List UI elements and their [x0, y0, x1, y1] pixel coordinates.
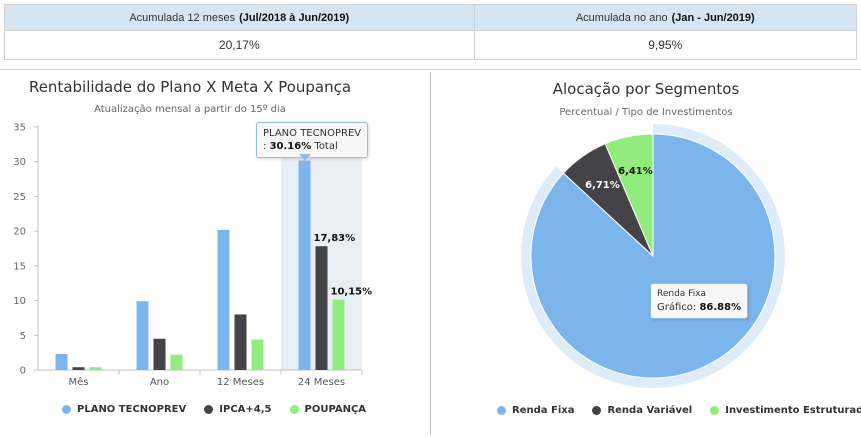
y-tick-label: 10	[13, 296, 26, 307]
bar-chart-subtitle: Atualização mensal a partir do 15º dia	[94, 104, 286, 115]
y-tick-label: 20	[13, 227, 26, 238]
bar	[153, 338, 166, 370]
legend-item-investimento-estruturado[interactable]: Investimento Estruturado	[710, 405, 861, 416]
bar-tooltip-value-line: : 30.16% Total	[263, 141, 338, 152]
summary-values-row: 20,17% 9,95%	[4, 30, 858, 60]
legend-item-renda-fixa[interactable]: Renda Fixa	[497, 405, 574, 416]
legend-dot-ipca	[204, 405, 214, 414]
bar	[89, 367, 102, 370]
legend-label-investimento-estruturado: Investimento Estruturado	[725, 405, 861, 416]
summary-col2-value: 9,95%	[473, 30, 858, 60]
legend-label-renda-fixa: Renda Fixa	[512, 405, 575, 416]
summary-col1-period: (Jul/2018 à Jun/2019)	[239, 11, 350, 24]
legend-label-poupanca: POUPANÇA	[304, 404, 367, 415]
bar-tooltip-value: 30.16%	[269, 141, 312, 152]
summary-col1-label: Acumulada 12 meses	[129, 11, 236, 24]
x-tick-label: 12 Meses	[217, 377, 264, 388]
data-label: 17,83%	[314, 233, 356, 244]
legend-dot-plano	[62, 405, 71, 414]
bar	[55, 354, 68, 370]
summary-col2-period: (Jan - Jun/2019)	[671, 11, 755, 24]
legend-item-renda-variavel[interactable]: Renda Variável	[592, 405, 692, 416]
legend-dot-renda-variavel	[592, 406, 602, 415]
bar	[298, 160, 311, 370]
slice-label: 6,71%	[585, 180, 620, 191]
bar	[234, 314, 247, 370]
panel-divider	[430, 72, 431, 434]
summary-col1-value: 20,17%	[4, 30, 475, 60]
pie-tooltip-value-line: Gráfico: 86.88%	[657, 301, 741, 314]
data-label: 10,15%	[331, 287, 373, 298]
summary-header-row: Acumulada 12 meses (Jul/2018 à Jun/2019) …	[4, 4, 858, 31]
pie-chart-subtitle: Percentual / Tipo de Investimentos	[559, 107, 733, 118]
slice-label: 6,41%	[618, 166, 653, 177]
bar-chart-legend: PLANO TECNOPREV IPCA+4,5 POUPANÇA	[62, 404, 384, 415]
legend-item-ipca[interactable]: IPCA+4,5	[204, 404, 272, 415]
x-tick-label: Ano	[150, 377, 169, 388]
pie-tooltip-label: Gráfico:	[657, 302, 697, 313]
legend-dot-renda-fixa	[497, 406, 506, 415]
y-tick-label: 0	[20, 366, 26, 377]
summary-col-12-meses-header: Acumulada 12 meses (Jul/2018 à Jun/2019)	[4, 4, 475, 31]
y-tick-label: 25	[13, 192, 26, 203]
bar	[136, 301, 149, 370]
pie-chart-legend: Renda Fixa Renda Variável Investimento E…	[497, 405, 861, 416]
bar	[315, 246, 328, 370]
legend-dot-investimento-estruturado	[710, 406, 720, 415]
legend-dot-poupanca	[289, 405, 299, 414]
y-tick-label: 15	[13, 261, 26, 272]
pie-tooltip-title: Renda Fixa	[657, 289, 707, 299]
bar	[170, 354, 183, 370]
y-tick-label: 5	[20, 331, 26, 342]
legend-label-plano: PLANO TECNOPREV	[77, 404, 187, 415]
pie-tooltip: Renda Fixa Gráfico: 86.88%	[650, 283, 749, 319]
y-tick-label: 35	[13, 123, 26, 134]
bar-chart-title: Rentabilidade do Plano X Meta X Poupança	[28, 78, 352, 96]
bar-chart: 0 5 10 15 20 25 30 35 17,83% 10,15% Mês Ano 12 Meses…	[13, 123, 373, 389]
x-tick-label: Mês	[69, 376, 89, 388]
y-tick-label: 30	[13, 157, 26, 168]
legend-label-ipca: IPCA+4,5	[219, 404, 272, 415]
summary-table: Acumulada 12 meses (Jul/2018 à Jun/2019) …	[4, 4, 858, 60]
legend-label-renda-variavel: Renda Variável	[607, 405, 693, 416]
pie-tooltip-value: 86.88%	[699, 302, 742, 313]
bar-tooltip-title: PLANO TECNOPREV	[263, 128, 362, 139]
pie-chart: 6,71% 6,41%	[521, 124, 785, 388]
bar-tooltip-arrow	[299, 154, 311, 161]
bar	[332, 299, 345, 370]
bar	[251, 339, 264, 370]
pie-chart-title: Alocação por Segmentos	[552, 80, 740, 98]
section-top-border	[0, 69, 861, 70]
summary-col2-label: Acumulada no ano	[575, 11, 668, 24]
legend-item-poupanca[interactable]: POUPANÇA	[289, 404, 367, 415]
bar-tooltip-suffix: Total	[314, 141, 338, 152]
summary-col-ano-header: Acumulada no ano (Jan - Jun/2019)	[473, 4, 858, 31]
bar	[72, 367, 85, 370]
x-tick-label: 24 Meses	[298, 377, 345, 388]
bar	[217, 229, 230, 370]
pie-slice	[604, 133, 654, 257]
legend-item-plano[interactable]: PLANO TECNOPREV	[62, 404, 186, 415]
bar-tooltip: PLANO TECNOPREV : 30.16% Total	[256, 122, 369, 158]
